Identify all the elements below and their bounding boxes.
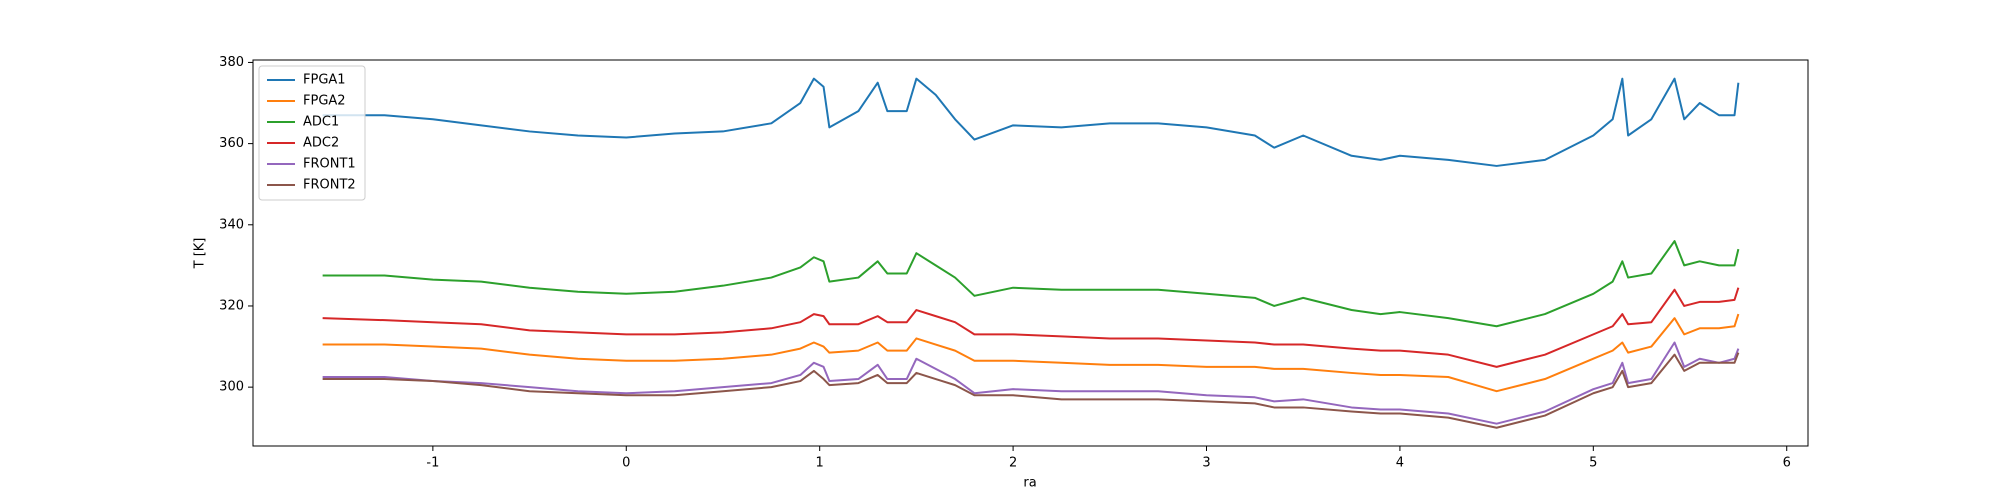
legend-label: ADC1 xyxy=(303,115,339,130)
legend-box xyxy=(258,65,366,201)
x-tick-label: -1 xyxy=(426,456,439,471)
legend-label: FRONT1 xyxy=(303,157,356,172)
x-axis-label: ra xyxy=(1023,476,1036,491)
legend-label: FPGA2 xyxy=(303,94,346,109)
y-tick-label: 360 xyxy=(219,136,244,151)
y-tick-label: 300 xyxy=(219,380,244,395)
x-tick-label: 5 xyxy=(1589,456,1597,471)
series-line xyxy=(322,77,1740,167)
x-tick-label: 3 xyxy=(1202,456,1210,471)
series-line xyxy=(322,287,1740,368)
y-tick-label: 320 xyxy=(219,298,244,313)
x-tick-label: 0 xyxy=(622,456,630,471)
x-tick-label: 1 xyxy=(816,456,824,471)
series-line xyxy=(322,240,1740,328)
series-line xyxy=(322,341,1740,425)
x-tick-label: 6 xyxy=(1783,456,1791,471)
y-tick-label: 340 xyxy=(219,217,244,232)
legend-label: ADC2 xyxy=(303,136,339,151)
y-axis-label: T [K] xyxy=(193,238,208,270)
legend-label: FPGA1 xyxy=(303,73,346,88)
x-tick-label: 2 xyxy=(1009,456,1017,471)
series-line xyxy=(322,313,1740,393)
series-line xyxy=(322,352,1740,429)
x-tick-label: 4 xyxy=(1396,456,1404,471)
y-tick-label: 380 xyxy=(219,55,244,70)
plot-frame xyxy=(252,59,1809,447)
legend-label: FRONT2 xyxy=(303,178,356,193)
